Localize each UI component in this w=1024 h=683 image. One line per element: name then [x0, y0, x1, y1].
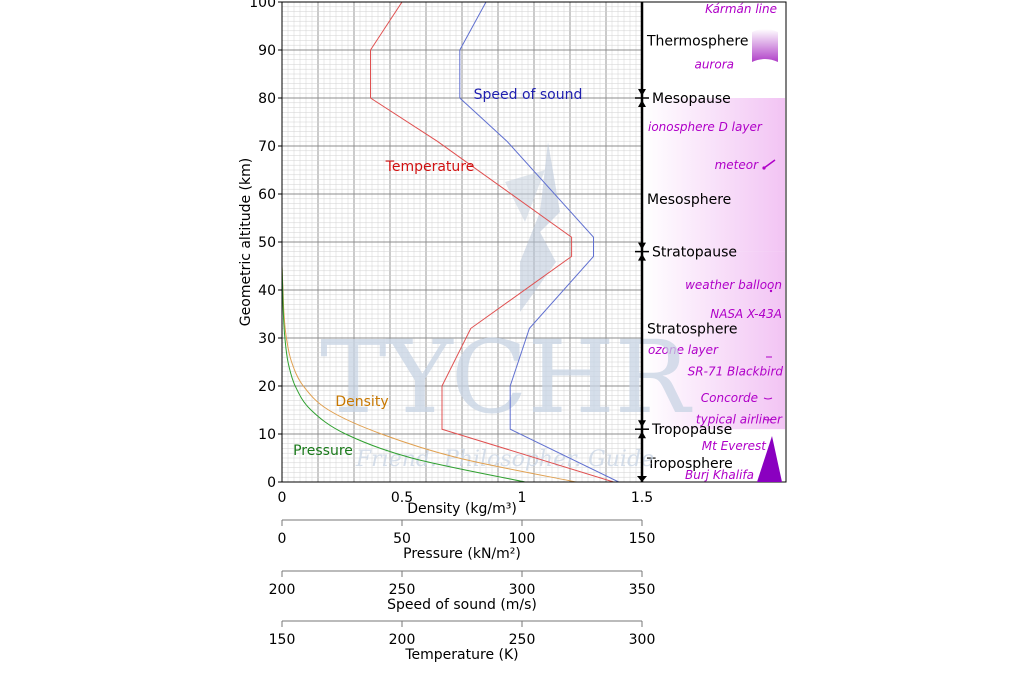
series-label-sound: Speed of sound [474, 87, 583, 103]
grid [281, 1, 643, 483]
layer-bands [643, 98, 785, 430]
x-tick-label: 1 [518, 490, 527, 506]
y-axis: 0 10 20 30 40 50 60 70 80 90 100 [249, 0, 282, 491]
layer-label: Thermosphere [646, 33, 748, 49]
x-tick-label: 1.5 [631, 490, 653, 506]
x-axis-density: 0 0.5 1 1.5 Density (kg/m³) [278, 490, 654, 517]
event-label: Burj Khalifa [685, 468, 754, 482]
x-tick-label: 350 [629, 582, 656, 598]
series-label-pressure: Pressure [293, 443, 353, 459]
atmosphere-panel: Thermosphere Mesopause Mesosphere Stratopau… [641, 1, 787, 483]
x-tick-label: 0.5 [391, 490, 413, 506]
layer-labels: Thermosphere Mesopause Mesosphere Stratopau… [646, 33, 748, 471]
layer-label: Stratopause [652, 245, 737, 261]
x-tick-label: 150 [629, 531, 656, 547]
y-axis-label: Geometric altitude (km) [238, 158, 254, 326]
series-label-density: Density [335, 394, 388, 410]
x-tick-label: 0 [278, 531, 287, 547]
x-axis-pressure: 0 50 100 150 Pressure (kN/m²) [278, 519, 656, 562]
y-tick-label: 100 [249, 0, 276, 11]
y-tick-label: 70 [258, 139, 276, 155]
y-tick-label: 10 [258, 427, 276, 443]
x-tick-label: 0 [278, 490, 287, 506]
event-label: meteor [715, 158, 760, 172]
axis-arrow [637, 476, 647, 482]
boundary-arrows [638, 420, 646, 439]
x-tick-label: 300 [509, 582, 536, 598]
y-tick-label: 20 [258, 379, 276, 395]
event-label: Mt Everest [702, 439, 768, 453]
layer-label: Mesosphere [647, 192, 731, 208]
y-tick-label: 50 [258, 235, 276, 251]
meteor-icon [762, 159, 776, 170]
layer-band [643, 98, 785, 252]
x-axis-label: Pressure (kN/m²) [403, 546, 521, 562]
layer-label: Troposphere [646, 456, 733, 472]
x-tick-label: 300 [629, 632, 656, 648]
series-line-temperature [370, 2, 614, 482]
boundary-arrows [638, 89, 646, 107]
y-tick-label: 40 [258, 283, 276, 299]
layer-label: Mesopause [652, 91, 731, 107]
event-label: typical airliner [696, 413, 783, 427]
x-axis-temperature: 150 200 250 300 Temperature (K) [269, 620, 656, 663]
plot-area [281, 1, 643, 483]
x-tick-label: 200 [389, 632, 416, 648]
y-tick-label: 60 [258, 187, 276, 203]
x-tick-label: 150 [269, 632, 296, 648]
event-label: Concorde [701, 391, 758, 405]
mountain-icon [757, 436, 782, 482]
event-label: ozone layer [648, 343, 719, 357]
x-axis-label: Speed of sound (m/s) [387, 597, 537, 613]
series-line-sound [459, 2, 619, 482]
series-label-temperature: Temperature [385, 159, 475, 175]
event-labels: Kármán line aurora ionosphere D layer meteo… [648, 2, 783, 482]
y-tick-label: 80 [258, 91, 276, 107]
event-label: NASA X-43A [710, 307, 782, 321]
y-tick-label: 0 [267, 475, 276, 491]
watermark-brand: TYCHR [320, 319, 693, 436]
x-axis-label: Temperature (K) [404, 647, 518, 663]
x-tick-label: 100 [509, 531, 536, 547]
event-label: weather balloon [685, 278, 782, 292]
y-tick-label: 30 [258, 331, 276, 347]
series-line-pressure [282, 265, 526, 482]
x-tick-label: 250 [389, 582, 416, 598]
x-tick-label: 250 [509, 632, 536, 648]
y-tick-label: 90 [258, 43, 276, 59]
series-labels: Temperature Speed of sound Density Pressure [293, 87, 582, 459]
altitude-axis-line [635, 2, 649, 482]
watermark: TYCHR Friend. Philosopher. Guide [320, 142, 693, 472]
aurora-icon [752, 29, 778, 62]
x-tick-label: 200 [269, 582, 296, 598]
layer-label: Tropopause [651, 422, 732, 438]
event-label: aurora [694, 57, 734, 71]
event-label: SR-71 Blackbird [688, 365, 784, 379]
layer-band [643, 251, 785, 430]
aircraft-icons [763, 289, 773, 421]
data-series [282, 2, 619, 482]
event-label: Kármán line [705, 2, 777, 16]
watermark-emblem [505, 142, 560, 312]
boundary-arrows [638, 242, 646, 261]
x-tick-label: 50 [393, 531, 411, 547]
x-axes: 0 0.5 1 1.5 Density (kg/m³) 0 50 100 150 Pressure… [269, 490, 656, 663]
x-axis-sound: 200 250 300 350 Speed of sound (m/s) [269, 570, 656, 613]
x-axis-label: Density (kg/m³) [407, 501, 517, 517]
layer-label: Stratosphere [647, 321, 738, 337]
event-label: ionosphere D layer [648, 120, 763, 134]
